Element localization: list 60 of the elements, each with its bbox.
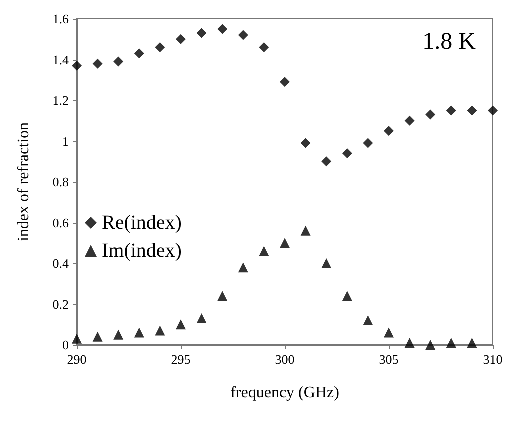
point [300, 226, 311, 236]
point [238, 30, 248, 40]
x-tick-label: 310 [483, 352, 503, 367]
point [404, 116, 415, 126]
point [218, 24, 228, 34]
x-tick-label: 305 [379, 352, 399, 367]
y-tick-label: 1.4 [52, 52, 70, 68]
point [196, 314, 207, 324]
y-tick-label: 0 [62, 338, 69, 352]
point [363, 138, 374, 148]
legend-label: Im(index) [102, 240, 182, 262]
point [155, 42, 166, 53]
x-tick-label: 295 [171, 352, 191, 367]
y-tick-label: 0.4 [52, 256, 70, 271]
x-axis-title: frequency (GHz) [230, 384, 340, 402]
point [426, 110, 436, 120]
y-tick-label: 1.2 [52, 93, 69, 108]
point [384, 328, 394, 338]
y-tick-label: 0.6 [52, 215, 70, 230]
point [342, 291, 352, 302]
point [426, 340, 436, 350]
point [259, 42, 270, 53]
point [342, 148, 352, 158]
point [114, 56, 124, 67]
point [363, 316, 374, 326]
point [467, 106, 478, 116]
point [467, 338, 478, 348]
x-tick-label: 290 [67, 352, 87, 367]
point [446, 338, 456, 348]
point [72, 334, 82, 344]
point [134, 48, 144, 59]
point [322, 156, 332, 167]
y-tick-label: 1 [62, 134, 69, 149]
y-tick-label: 0.8 [52, 174, 69, 190]
point [404, 338, 415, 348]
point [259, 246, 270, 256]
x-tick-label: 300 [275, 352, 295, 367]
point [72, 60, 82, 71]
point [114, 330, 124, 340]
y-axis-title: index of refraction [16, 122, 32, 242]
point [92, 332, 103, 342]
point [196, 28, 207, 38]
y-tick-label: 0.2 [52, 296, 69, 312]
point [280, 238, 290, 248]
point [155, 326, 166, 336]
point [134, 328, 144, 338]
point [488, 106, 498, 116]
point [322, 258, 332, 268]
point [446, 106, 456, 116]
point [384, 126, 394, 136]
point [300, 138, 311, 148]
point [92, 58, 103, 69]
point [176, 320, 186, 330]
point [218, 291, 228, 302]
point [238, 262, 248, 273]
point [280, 77, 290, 88]
annotation: 1.8 K [422, 29, 477, 55]
y-tick-label: 1.6 [52, 12, 70, 26]
point [176, 34, 186, 44]
legend-label: Re(index) [102, 212, 182, 234]
